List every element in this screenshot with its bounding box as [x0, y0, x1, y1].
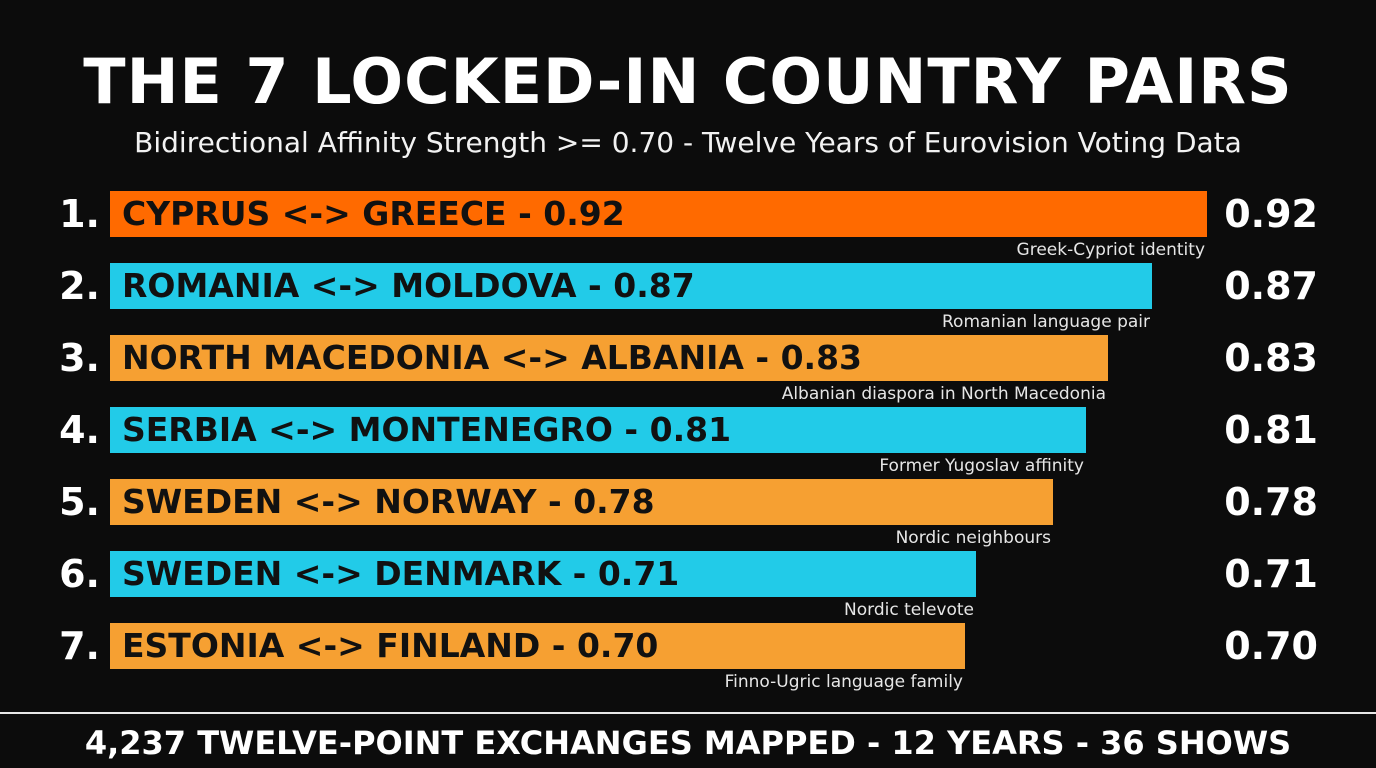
value-label: 0.92 — [1224, 192, 1318, 236]
rank-number: 4. — [59, 408, 100, 452]
rank-number: 1. — [59, 192, 100, 236]
bar — [110, 479, 1053, 525]
bar-annotation: Nordic neighbours — [895, 528, 1051, 548]
bar-label: ESTONIA <-> FINLAND - 0.70 — [122, 626, 659, 665]
rank-number: 6. — [59, 552, 100, 596]
bar — [110, 263, 1152, 309]
bar-label: CYPRUS <-> GREECE - 0.92 — [122, 194, 625, 233]
value-label: 0.70 — [1224, 624, 1318, 668]
rank-number: 3. — [59, 336, 100, 380]
bar-label: NORTH MACEDONIA <-> ALBANIA - 0.83 — [122, 338, 863, 377]
bar — [110, 407, 1086, 453]
bar-annotation: Nordic televote — [844, 600, 974, 620]
bar — [110, 551, 976, 597]
bar-annotation: Former Yugoslav affinity — [879, 456, 1084, 476]
footer-summary: 4,237 TWELVE-POINT EXCHANGES MAPPED - 12… — [84, 724, 1292, 762]
page-subtitle: Bidirectional Affinity Strength >= 0.70 … — [134, 126, 1242, 159]
bar-annotation: Albanian diaspora in North Macedonia — [781, 384, 1106, 404]
rank-number: 5. — [59, 480, 100, 524]
rank-number: 7. — [59, 624, 100, 668]
bar-annotation: Finno-Ugric language family — [724, 672, 963, 692]
bar-annotation: Greek-Cypriot identity — [1016, 240, 1205, 260]
value-label: 0.83 — [1224, 336, 1318, 380]
bar — [110, 335, 1108, 381]
value-label: 0.78 — [1224, 480, 1318, 524]
rank-number: 2. — [59, 264, 100, 308]
value-label: 0.81 — [1224, 408, 1318, 452]
footer-divider — [0, 712, 1376, 714]
bar-annotation: Romanian language pair — [942, 312, 1150, 332]
bar-label: SWEDEN <-> NORWAY - 0.78 — [122, 482, 655, 521]
bar — [110, 623, 965, 669]
bar-label: SWEDEN <-> DENMARK - 0.71 — [122, 554, 680, 593]
value-label: 0.87 — [1224, 264, 1318, 308]
bar-chart: 1. CYPRUS <-> GREECE - 0.92 0.92 Greek-Cypr… — [59, 191, 1318, 692]
bar-label: SERBIA <-> MONTENEGRO - 0.81 — [122, 410, 732, 449]
value-label: 0.71 — [1224, 552, 1318, 596]
page-title: THE 7 LOCKED-IN COUNTRY PAIRS — [83, 45, 1293, 118]
bar-label: ROMANIA <-> MOLDOVA - 0.87 — [122, 266, 695, 305]
bar — [110, 191, 1207, 237]
